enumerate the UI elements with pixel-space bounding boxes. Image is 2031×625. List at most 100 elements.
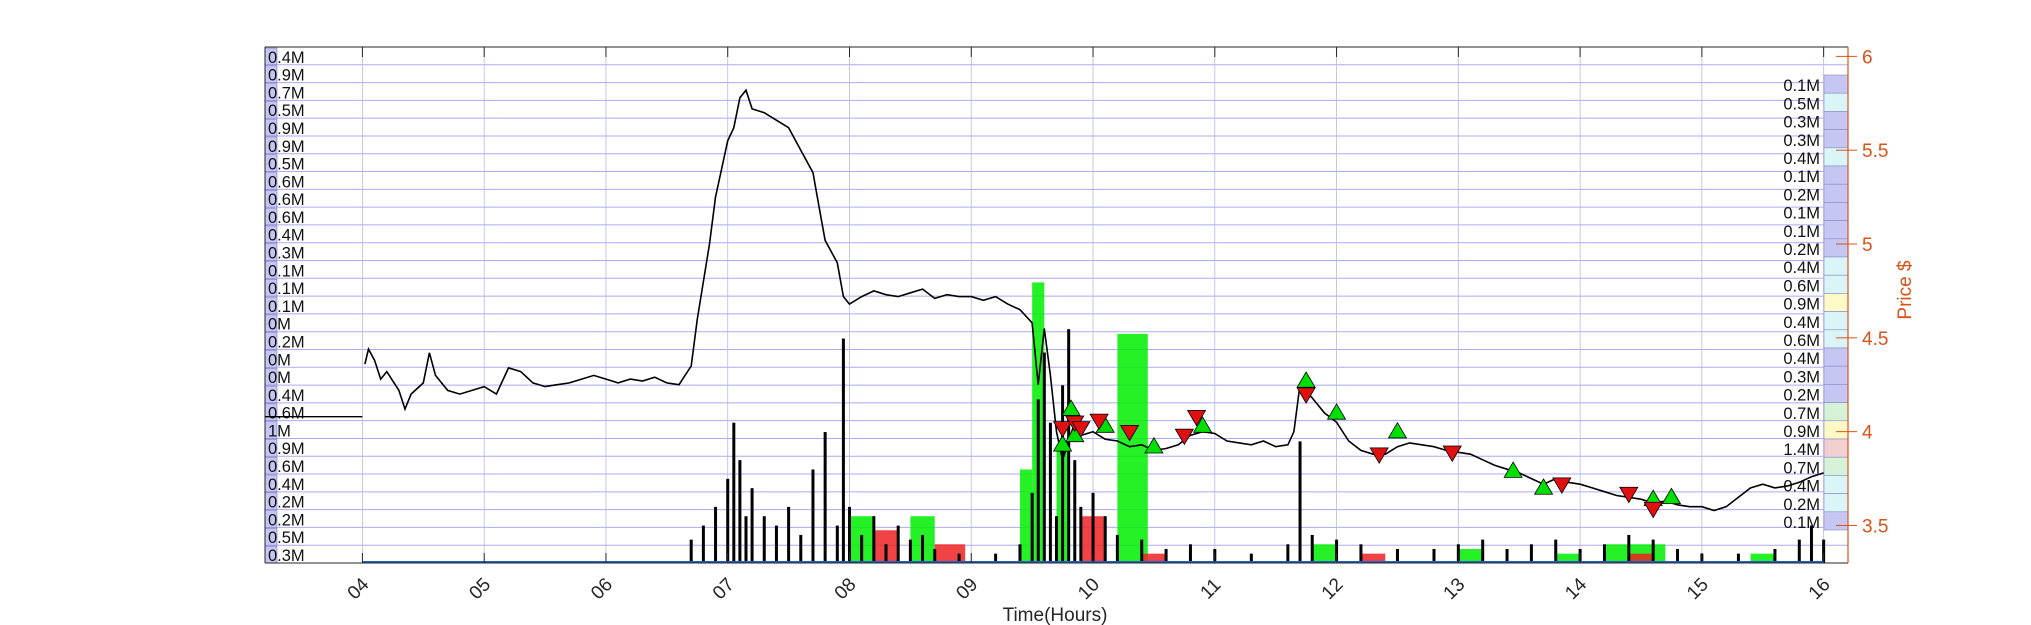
left-level-label: 0.9M bbox=[268, 67, 305, 85]
volume-bar bbox=[1018, 544, 1022, 563]
right-level-label: 0.2M bbox=[1783, 387, 1820, 405]
right-level-label: 0.4M bbox=[1783, 350, 1820, 368]
left-level-label: 0.4M bbox=[268, 476, 305, 494]
sell-marker bbox=[1119, 424, 1140, 442]
volume-bar bbox=[1055, 516, 1058, 563]
sell-marker bbox=[1089, 413, 1109, 431]
sell-marker bbox=[1552, 477, 1572, 494]
left-level-label: 0.4M bbox=[268, 49, 305, 67]
volume-bar bbox=[1298, 441, 1302, 563]
volume-bar bbox=[1529, 544, 1533, 563]
x-tick-label: 07 bbox=[709, 574, 739, 604]
right-level-box bbox=[1823, 111, 1849, 130]
left-level-label: 0.6M bbox=[268, 191, 305, 209]
volume-bar bbox=[1432, 548, 1436, 563]
left-level-label: 0.9M bbox=[268, 440, 305, 458]
volume-bar bbox=[860, 534, 864, 563]
right-level-box bbox=[1823, 274, 1849, 294]
volume-bar bbox=[1115, 534, 1119, 563]
right-level-label: 0.2M bbox=[1783, 186, 1820, 204]
right-level-label: 0.1M bbox=[1783, 514, 1820, 532]
x-tick-label: 16 bbox=[1805, 574, 1835, 604]
volume-block-sell bbox=[1628, 553, 1654, 563]
x-tick-label: 10 bbox=[1074, 574, 1104, 604]
volume-bar bbox=[841, 338, 845, 563]
right-level-box bbox=[1823, 347, 1849, 367]
right-level-label: 0.4M bbox=[1783, 314, 1820, 332]
left-level-label: 0.1M bbox=[268, 262, 305, 280]
left-level-label: 0.9M bbox=[268, 120, 305, 138]
left-level-label: 0.4M bbox=[268, 387, 305, 405]
y-tick-label: 5.5 bbox=[1862, 141, 1888, 162]
volume-bar bbox=[884, 544, 888, 563]
x-tick-label: 15 bbox=[1683, 574, 1713, 604]
left-level-label: 0.6M bbox=[268, 458, 305, 476]
x-tick-label: 06 bbox=[587, 574, 617, 604]
volume-bar bbox=[1481, 539, 1485, 563]
volume-bar bbox=[787, 506, 791, 563]
right-level-box bbox=[1823, 311, 1849, 331]
volume-bar bbox=[835, 525, 839, 563]
right-level-label: 0.7M bbox=[1783, 459, 1820, 477]
right-level-box bbox=[1823, 365, 1849, 385]
buy-marker bbox=[1296, 371, 1316, 388]
volume-bar bbox=[1042, 352, 1046, 563]
x-tick-label: 13 bbox=[1440, 574, 1470, 604]
volume-block-sell bbox=[1141, 553, 1167, 563]
volume-bar bbox=[896, 525, 900, 563]
volume-bar bbox=[1554, 539, 1558, 563]
right-level-label: 0.5M bbox=[1783, 95, 1820, 113]
right-level-label: 0.2M bbox=[1783, 496, 1820, 514]
volume-bar bbox=[1809, 525, 1813, 563]
y-tick-label: 4 bbox=[1862, 423, 1873, 444]
x-tick-label: 12 bbox=[1318, 574, 1348, 604]
price-series bbox=[265, 88, 1824, 512]
right-level-label: 0.1M bbox=[1783, 223, 1820, 241]
sell-marker bbox=[1369, 447, 1389, 464]
right-level-box bbox=[1823, 511, 1849, 531]
y-tick-label: 6 bbox=[1862, 47, 1873, 68]
right-level-label: 0.4M bbox=[1783, 150, 1820, 168]
left-level-label: 0.5M bbox=[268, 529, 305, 547]
right-level-label: 0.1M bbox=[1783, 77, 1820, 95]
buy-marker bbox=[1052, 435, 1073, 452]
buy-marker bbox=[1387, 421, 1408, 439]
volume-bar bbox=[1651, 539, 1655, 563]
volume-bar bbox=[823, 432, 827, 563]
right-level-label: 0.7M bbox=[1783, 405, 1820, 423]
volume-block-buy bbox=[1117, 333, 1148, 563]
x-axis-title: Time(Hours) bbox=[1003, 605, 1108, 625]
volume-bar bbox=[921, 534, 925, 563]
volume-bar bbox=[726, 478, 730, 563]
volume-bar bbox=[1103, 516, 1107, 563]
right-level-box bbox=[1823, 183, 1849, 203]
sell-marker bbox=[1296, 387, 1316, 404]
volume-bar bbox=[1310, 534, 1314, 563]
left-level-label: 0.6M bbox=[268, 173, 305, 191]
right-level-box bbox=[1823, 456, 1849, 476]
volume-block-buy bbox=[1458, 548, 1483, 563]
volume-bar bbox=[774, 525, 778, 563]
volume-bar bbox=[1797, 539, 1801, 563]
right-level-label: 0.3M bbox=[1783, 114, 1820, 132]
y-tick-label: 5 bbox=[1862, 235, 1873, 256]
buy-marker bbox=[1503, 461, 1523, 478]
left-level-label: 0.2M bbox=[268, 333, 305, 351]
right-level-box bbox=[1823, 293, 1849, 312]
x-tick-label: 05 bbox=[465, 574, 495, 604]
left-level-label: 0.6M bbox=[268, 209, 305, 227]
volume-bar bbox=[1335, 539, 1339, 563]
buy-marker bbox=[1326, 403, 1347, 420]
x-tick-label: 14 bbox=[1561, 574, 1591, 604]
buy-marker bbox=[1061, 399, 1081, 416]
buy-marker bbox=[1661, 487, 1682, 505]
sell-marker bbox=[1071, 421, 1091, 438]
right-level-box bbox=[1823, 202, 1849, 221]
left-level-label: 0M bbox=[268, 316, 291, 334]
right-level-box bbox=[1823, 165, 1849, 185]
volume-bar bbox=[847, 506, 851, 563]
right-level-label: 0.4M bbox=[1783, 259, 1820, 277]
left-level-label: 0.2M bbox=[268, 494, 305, 512]
volume-block-buy bbox=[1019, 469, 1033, 563]
